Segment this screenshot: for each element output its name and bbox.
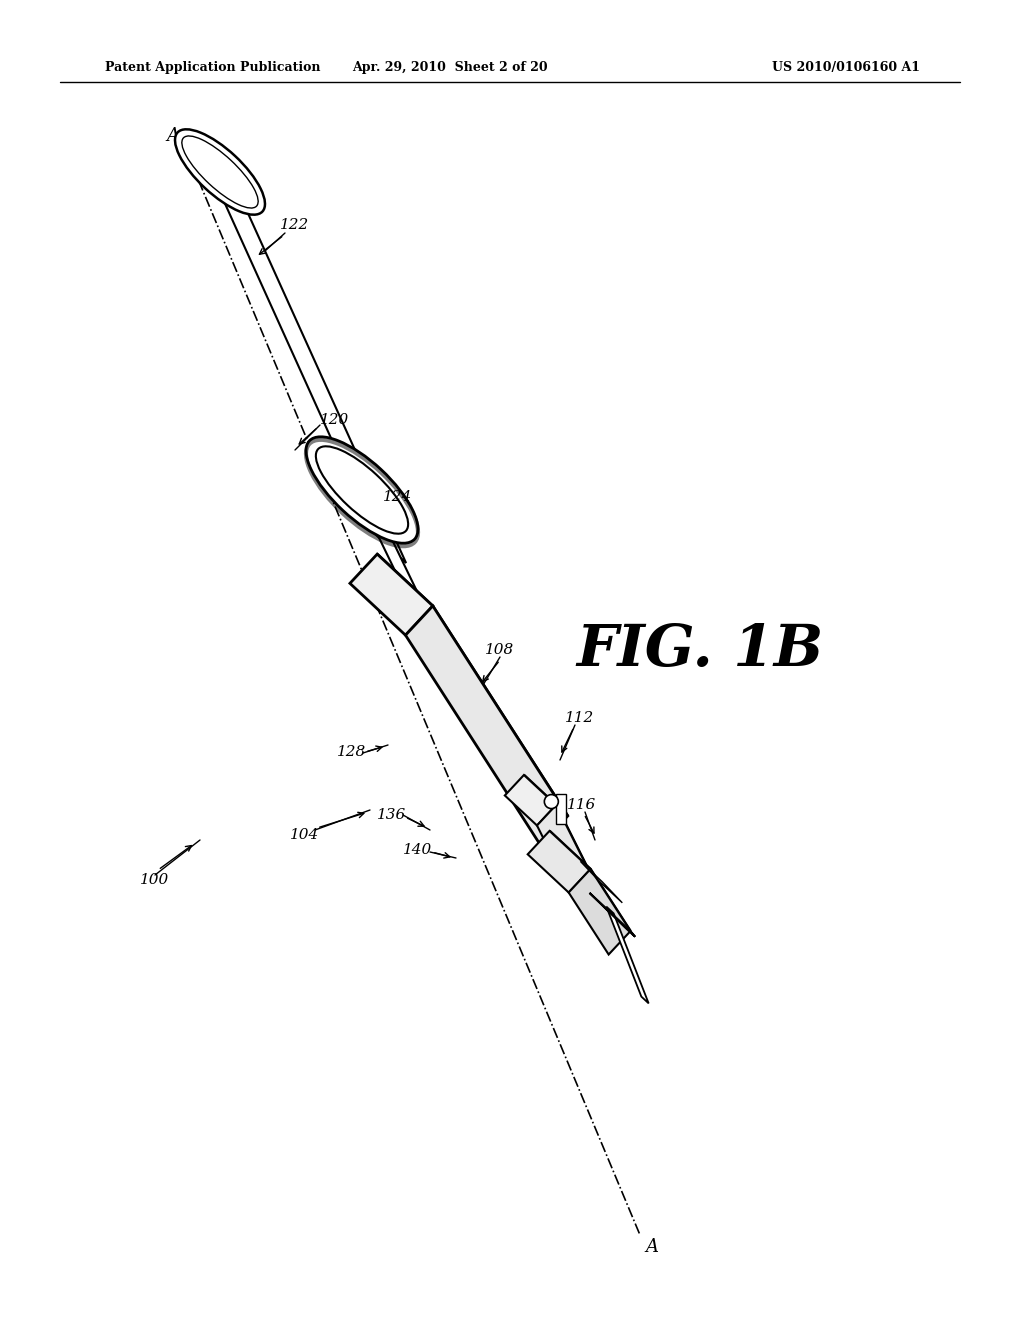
Text: A: A: [167, 127, 179, 145]
Text: 120: 120: [321, 413, 349, 426]
Text: 108: 108: [485, 643, 515, 657]
Polygon shape: [406, 606, 567, 845]
Polygon shape: [606, 907, 648, 1003]
Polygon shape: [556, 795, 566, 824]
Text: 122: 122: [281, 218, 309, 232]
Polygon shape: [590, 892, 635, 937]
Polygon shape: [204, 157, 407, 564]
Text: US 2010/0106160 A1: US 2010/0106160 A1: [772, 62, 920, 74]
Text: 100: 100: [140, 873, 170, 887]
Text: Apr. 29, 2010  Sheet 2 of 20: Apr. 29, 2010 Sheet 2 of 20: [352, 62, 548, 74]
Text: 116: 116: [567, 799, 597, 812]
Polygon shape: [527, 830, 591, 892]
Polygon shape: [524, 775, 586, 865]
Polygon shape: [581, 862, 623, 903]
Ellipse shape: [175, 129, 265, 215]
Polygon shape: [377, 554, 567, 816]
Text: A: A: [645, 1238, 658, 1257]
Polygon shape: [505, 775, 556, 825]
Polygon shape: [568, 869, 631, 954]
Text: 140: 140: [403, 843, 432, 857]
Text: FIG. 1B: FIG. 1B: [577, 622, 823, 678]
Circle shape: [545, 795, 558, 809]
Ellipse shape: [306, 437, 418, 544]
Text: 104: 104: [291, 828, 319, 842]
Ellipse shape: [182, 136, 258, 209]
Text: 124: 124: [383, 490, 413, 504]
Polygon shape: [550, 830, 631, 931]
Polygon shape: [351, 479, 431, 620]
Polygon shape: [350, 554, 433, 635]
Polygon shape: [537, 805, 586, 886]
Text: 128: 128: [337, 744, 367, 759]
Text: 112: 112: [565, 711, 595, 725]
Text: 136: 136: [378, 808, 407, 822]
Text: Patent Application Publication: Patent Application Publication: [105, 62, 321, 74]
Ellipse shape: [315, 446, 409, 533]
